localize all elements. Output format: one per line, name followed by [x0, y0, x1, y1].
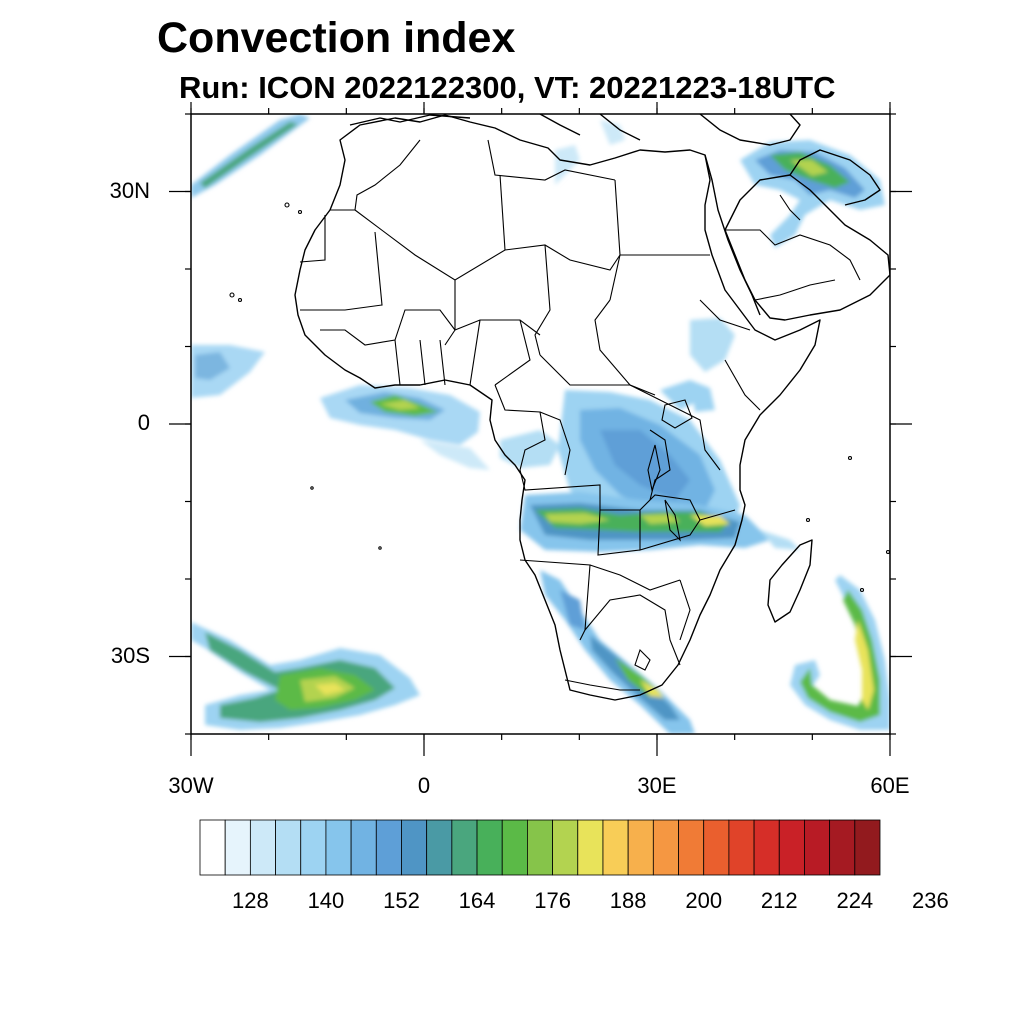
colorbar-label: 200 [685, 888, 723, 913]
colorbar-swatch [602, 819, 629, 876]
x-tick-label: 0 [417, 773, 431, 798]
y-tick-label: 0 [137, 410, 150, 435]
axis-ticks [169, 102, 912, 756]
plot-frame [190, 113, 891, 735]
colorbar-swatch [627, 819, 654, 876]
colorbar-swatch [325, 819, 352, 876]
colorbar-swatch [451, 819, 478, 876]
colorbar-label: 152 [383, 888, 420, 913]
colorbar [199, 819, 881, 876]
colorbar-swatch [300, 819, 327, 876]
colorbar-swatch [829, 819, 856, 876]
colorbar-swatch [224, 819, 251, 876]
lakes-and-islands [229, 202, 890, 593]
colorbar-swatch [854, 819, 881, 876]
north-atlantic-band-core [200, 122, 298, 188]
colorbar-swatch [552, 819, 579, 876]
colorbar-swatch [401, 819, 428, 876]
colorbar-swatch [199, 819, 226, 876]
convection-shading [191, 114, 890, 734]
colorbar-swatch [678, 819, 705, 876]
colorbar-swatch [577, 819, 604, 876]
colorbar-label: 212 [760, 888, 798, 913]
colorbar-label: 128 [232, 888, 269, 913]
colorbar-swatch [249, 819, 276, 876]
colorbar-swatch [804, 819, 831, 876]
colorbar-swatch [275, 819, 302, 876]
colorbar-swatch [375, 819, 402, 876]
colorbar-swatch [476, 819, 503, 876]
y-tick-label: 30N [109, 177, 150, 203]
x-tick-label: 60E [870, 773, 910, 798]
country-borders [299, 139, 861, 691]
colorbar-swatch [703, 819, 730, 876]
coastlines [294, 114, 890, 701]
colorbar-label: 224 [836, 888, 874, 913]
colorbar-swatch [753, 819, 780, 876]
chart-title: Convection index [157, 14, 516, 62]
colorbar-swatch [501, 819, 528, 876]
colorbar-label: 164 [458, 888, 496, 913]
colorbar-swatch [778, 819, 805, 876]
colorbar-swatch [426, 819, 453, 876]
chart-subtitle: Run: ICON 2022122300, VT: 20221223-18UTC [179, 70, 836, 105]
colorbar-swatch [728, 819, 755, 876]
colorbar-swatch [527, 819, 553, 876]
x-tick-label: 30W [168, 773, 214, 798]
colorbar-label: 188 [609, 888, 647, 913]
colorbar-label: 140 [307, 888, 345, 913]
y-tick-label: 30S [110, 642, 150, 668]
colorbar-label: 176 [534, 888, 571, 913]
colorbar-swatch [652, 819, 679, 876]
colorbar-swatch [350, 819, 377, 876]
colorbar-label: 236 [912, 888, 949, 913]
x-tick-label: 30E [637, 773, 677, 798]
indian-ocean-spiral [790, 575, 890, 730]
